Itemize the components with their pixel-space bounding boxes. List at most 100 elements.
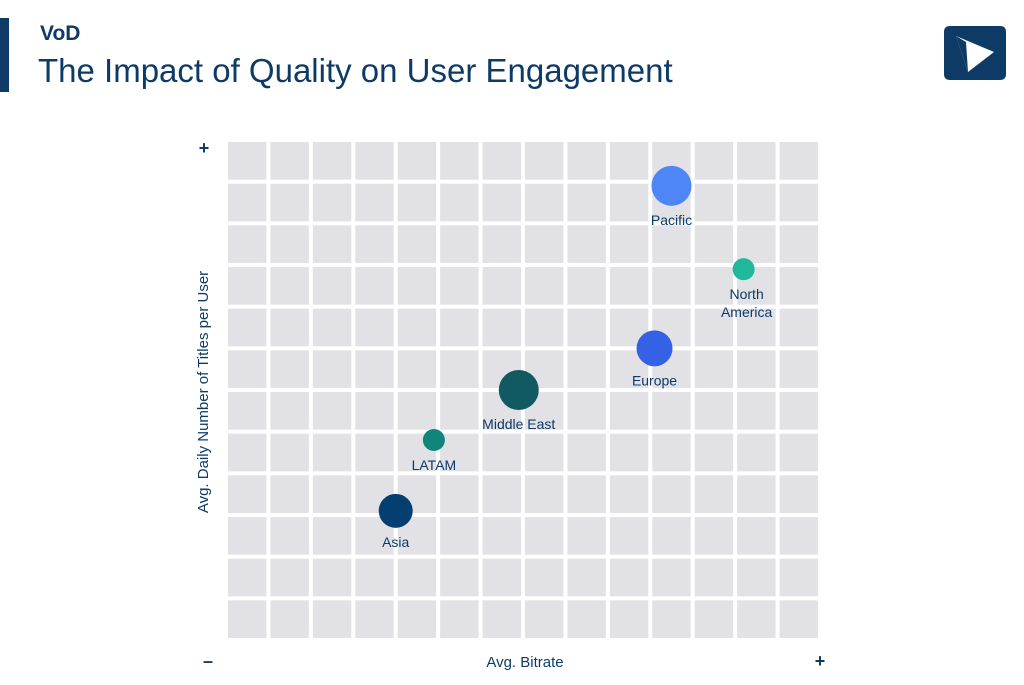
grid-cell	[779, 475, 818, 513]
grid-cell	[397, 225, 437, 263]
grid-cell	[355, 433, 394, 472]
grid-cell	[694, 600, 734, 638]
data-point-latam	[422, 429, 445, 451]
grid-cell	[694, 142, 734, 180]
grid-cell	[779, 142, 818, 180]
grid-cell	[440, 142, 479, 180]
grid-cell	[228, 267, 267, 305]
grid-cell	[440, 350, 479, 388]
grid-cell	[779, 350, 818, 388]
grid-cell	[228, 517, 267, 555]
data-label-north-america: North	[730, 286, 764, 302]
grid-cell	[652, 517, 691, 555]
grid-cell	[355, 267, 394, 305]
y-axis-title: Avg. Daily Number of Titles per User	[195, 271, 212, 513]
grid-cell	[694, 517, 734, 555]
grid-cell	[228, 600, 267, 638]
grid-cell	[779, 392, 818, 430]
grid-cell	[567, 475, 606, 513]
grid-cell	[355, 600, 394, 638]
grid-cell	[312, 308, 352, 347]
grid-cell	[355, 308, 394, 347]
grid-cell	[525, 475, 564, 513]
data-point-europe	[636, 330, 673, 367]
grid-cell	[440, 517, 479, 555]
grid-cell	[482, 183, 521, 222]
chart-kicker: VoD	[40, 22, 81, 45]
grid-cell	[525, 267, 564, 305]
grid-cell	[482, 267, 521, 305]
grid-cell	[652, 475, 691, 513]
grid-cell	[779, 517, 818, 555]
grid-cell	[270, 600, 309, 638]
grid-cell	[567, 267, 606, 305]
grid-cell	[355, 558, 394, 597]
grid-cell	[525, 225, 564, 263]
grid-cell	[525, 517, 564, 555]
data-label-asia: Asia	[382, 534, 409, 550]
grid-cell	[440, 183, 479, 222]
grid-cell	[694, 350, 734, 388]
grid-cell	[482, 475, 521, 513]
grid-cell	[440, 433, 479, 472]
grid-cell	[737, 350, 776, 388]
grid-cell	[355, 142, 394, 180]
grid-cell	[355, 183, 394, 222]
grid-cell	[779, 600, 818, 638]
grid-cell	[440, 558, 479, 597]
grid-cell	[440, 600, 479, 638]
grid-cell	[609, 600, 649, 638]
grid-cell	[482, 558, 521, 597]
y-axis-max-label: +	[199, 138, 210, 158]
grid-cell	[440, 475, 479, 513]
grid-cell	[312, 517, 352, 555]
grid-cell	[270, 350, 309, 388]
grid-cell	[567, 517, 606, 555]
x-axis-max-label: +	[815, 651, 826, 671]
grid-cell	[609, 392, 649, 430]
grid-cell	[228, 433, 267, 472]
grid-cell	[397, 183, 437, 222]
grid-cell	[355, 350, 394, 388]
grid-cell	[312, 475, 352, 513]
grid-cell	[228, 475, 267, 513]
grid-cell	[228, 183, 267, 222]
grid-cell	[397, 350, 437, 388]
grid-cell	[567, 558, 606, 597]
grid-cell	[525, 558, 564, 597]
grid-cell	[609, 517, 649, 555]
grid-cell	[567, 142, 606, 180]
grid-cell	[312, 433, 352, 472]
grid-cell	[609, 433, 649, 472]
data-point-asia	[378, 493, 413, 528]
grid-cell	[737, 225, 776, 263]
grid-cell	[312, 142, 352, 180]
grid-cell	[652, 433, 691, 472]
grid-cell	[652, 392, 691, 430]
grid-cell	[567, 350, 606, 388]
grid-cell	[609, 225, 649, 263]
grid-cell	[270, 392, 309, 430]
grid-cell	[440, 392, 479, 430]
grid-cell	[525, 183, 564, 222]
accent-bar	[0, 18, 9, 92]
grid-cell	[270, 225, 309, 263]
grid-cell	[694, 267, 734, 305]
grid-cell	[567, 392, 606, 430]
data-points: Pacific North America Europe Middle East LATA…	[378, 165, 773, 550]
grid-cell	[779, 267, 818, 305]
grid-cell	[397, 600, 437, 638]
grid-cell	[270, 183, 309, 222]
grid-cell	[270, 142, 309, 180]
grid-cell	[694, 558, 734, 597]
grid-cell	[397, 392, 437, 430]
grid-cell	[567, 600, 606, 638]
grid-cell	[270, 267, 309, 305]
data-point-pacific	[651, 165, 692, 206]
grid-cell	[355, 392, 394, 430]
grid-cell	[525, 142, 564, 180]
grid-cell	[609, 475, 649, 513]
grid-cell	[228, 142, 267, 180]
grid-cell	[270, 433, 309, 472]
